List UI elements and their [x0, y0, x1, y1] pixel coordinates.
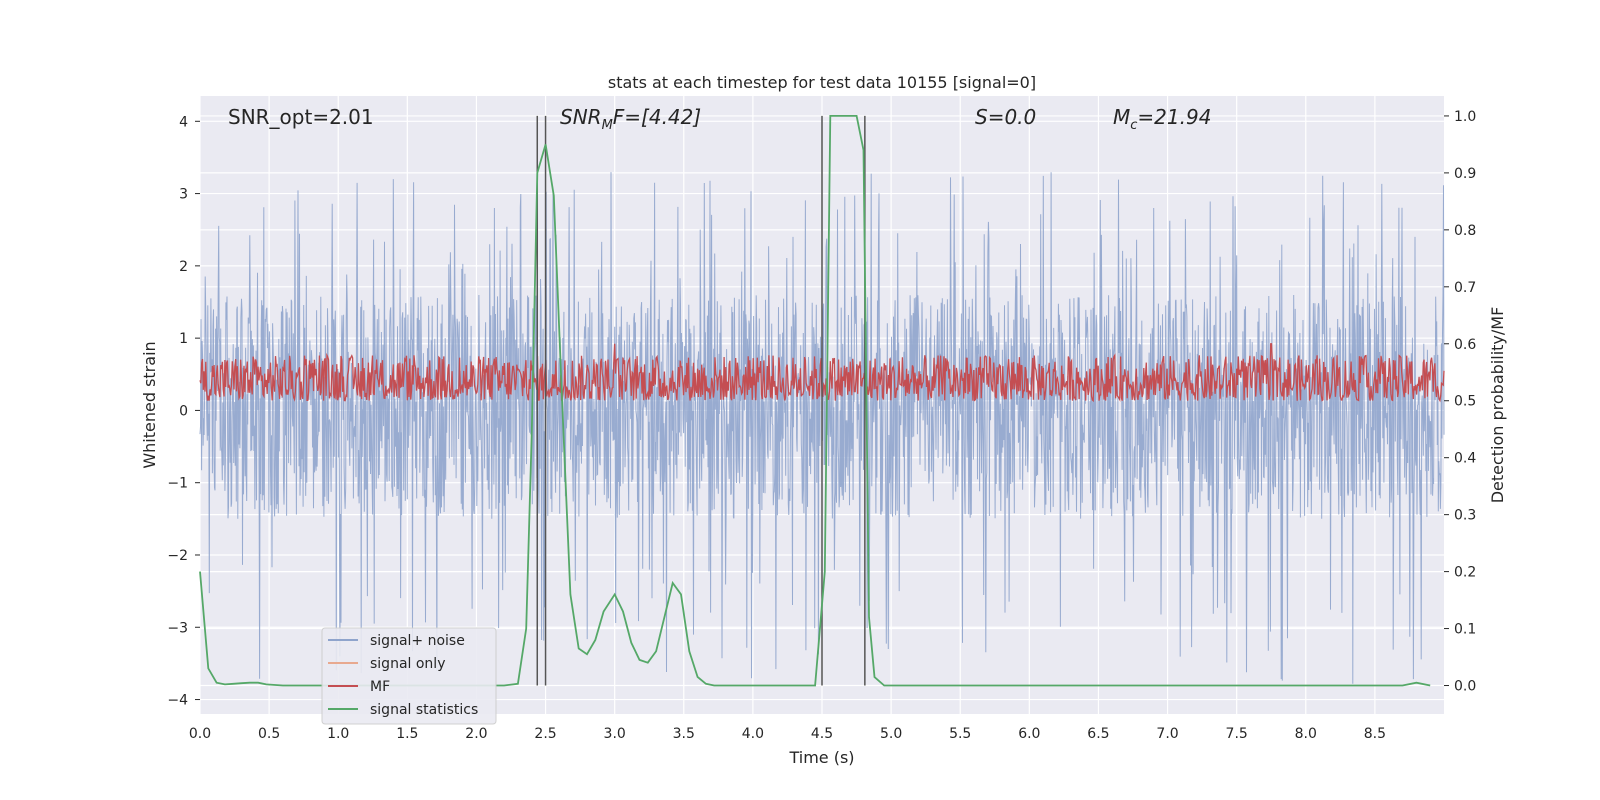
y-left-tick-label: 4: [179, 114, 188, 130]
y-right-tick-label: 0.4: [1454, 451, 1476, 467]
x-tick-label: 7.5: [1226, 726, 1248, 742]
y-left-tick-label: −3: [167, 620, 188, 636]
y-left-axis-ticks: 4 3 2 1 0 −1 −2 −3 −4: [167, 114, 200, 709]
x-tick-label: 1.0: [327, 726, 349, 742]
x-tick-label: 7.0: [1156, 726, 1178, 742]
x-tick-label: 0.5: [258, 726, 280, 742]
y-right-tick-label: 0.9: [1454, 166, 1476, 182]
x-tick-label: 8.5: [1364, 726, 1386, 742]
annotation-mc: Mc=21.94: [1113, 105, 1211, 133]
x-axis-label: Time (s): [788, 748, 854, 767]
snr-mf-base: SNR: [560, 105, 602, 129]
snr-mf-rest: F=[4.42]: [613, 105, 701, 129]
x-tick-label: 6.0: [1018, 726, 1040, 742]
y-right-tick-label: 0.3: [1454, 508, 1476, 524]
y-left-tick-label: 0: [179, 403, 188, 419]
legend-label-mf: MF: [370, 679, 390, 695]
x-tick-label: 2.5: [534, 726, 556, 742]
y-right-axis-ticks: 1.0 0.9 0.8 0.7 0.6 0.5 0.4 0.3 0.2 0.1 0.0: [1444, 109, 1476, 695]
mc-base: M: [1113, 105, 1130, 129]
y-right-tick-label: 0.7: [1454, 280, 1476, 296]
x-tick-label: 4.5: [811, 726, 833, 742]
x-tick-label: 4.0: [742, 726, 764, 742]
y-left-axis-label: Whitened strain: [140, 341, 159, 468]
annotation-snr-opt: SNR_opt=2.01: [228, 105, 374, 129]
x-tick-label: 3.5: [673, 726, 695, 742]
y-right-axis-label: Detection probability/MF: [1488, 307, 1507, 504]
x-axis-ticks: 0.0 0.5 1.0 1.5 2.0 2.5 3.0 3.5 4.0 4.5 5.0 5.5 6.0 6…: [189, 726, 1386, 742]
legend-label-signal-only: signal only: [370, 656, 445, 672]
x-tick-label: 5.0: [880, 726, 902, 742]
legend: signal+ noise signal only MF signal stat…: [321, 627, 497, 725]
snr-mf-sub: M: [602, 118, 613, 133]
y-right-tick-label: 0.6: [1454, 337, 1476, 353]
annotation-s: S=0.0: [975, 105, 1036, 129]
y-left-tick-label: −2: [167, 548, 188, 564]
y-right-tick-label: 0.0: [1454, 679, 1476, 695]
mc-rest: =21.94: [1137, 105, 1211, 129]
y-left-tick-label: 3: [179, 187, 188, 203]
x-tick-label: 0.0: [189, 726, 211, 742]
legend-label-signal-statistics: signal statistics: [370, 702, 478, 718]
y-right-tick-label: 0.2: [1454, 565, 1476, 581]
y-right-tick-label: 1.0: [1454, 109, 1476, 125]
x-tick-label: 6.5: [1087, 726, 1109, 742]
chart-title: stats at each timestep for test data 101…: [608, 73, 1036, 92]
y-left-tick-label: 1: [179, 331, 188, 347]
legend-box: [321, 627, 497, 725]
y-right-tick-label: 0.8: [1454, 223, 1476, 239]
y-left-tick-label: −1: [167, 476, 188, 492]
x-tick-label: 5.5: [949, 726, 971, 742]
x-tick-label: 1.5: [396, 726, 418, 742]
y-left-tick-label: −4: [167, 693, 188, 709]
legend-label-signal-noise: signal+ noise: [370, 633, 465, 649]
y-right-tick-label: 0.5: [1454, 394, 1476, 410]
x-tick-label: 3.0: [604, 726, 626, 742]
x-tick-label: 2.0: [465, 726, 487, 742]
mc-sub: c: [1130, 118, 1137, 133]
y-right-tick-label: 0.1: [1454, 622, 1476, 638]
y-left-tick-label: 2: [179, 259, 188, 275]
annotation-snr-mf: SNRMF=[4.42]: [560, 105, 701, 133]
x-tick-label: 8.0: [1295, 726, 1317, 742]
